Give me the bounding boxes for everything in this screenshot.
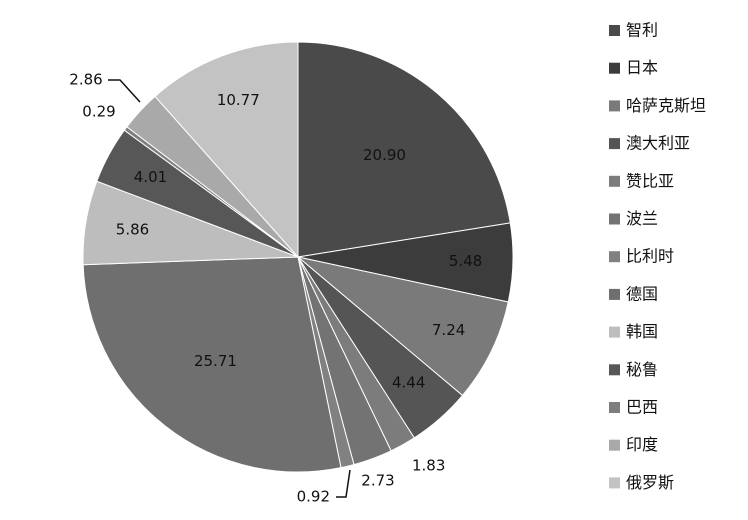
legend-swatch-1 (609, 62, 620, 74)
legend-swatch-8 (609, 326, 620, 338)
data-label-11: 2.86 (69, 71, 102, 89)
leader-line-6 (336, 469, 351, 498)
data-label-6: 0.92 (297, 488, 330, 506)
legend-swatch-12 (609, 477, 620, 489)
legend-label-8: 韩国 (626, 322, 658, 341)
legend-swatch-10 (609, 402, 620, 413)
legend-label-7: 德国 (626, 284, 658, 303)
data-label-8: 5.86 (116, 220, 149, 238)
data-label-2: 7.24 (432, 321, 465, 339)
leader-line-11 (108, 79, 141, 103)
legend-label-10: 巴西 (626, 398, 658, 417)
data-label-5: 2.73 (361, 472, 394, 490)
leader-lines (108, 79, 351, 498)
legend-label-2: 哈萨克斯坦 (626, 96, 706, 115)
legend-label-4: 赞比亚 (626, 171, 674, 190)
data-label-12: 10.77 (217, 91, 260, 109)
data-label-1: 5.48 (449, 252, 482, 270)
legend-label-1: 日本 (626, 58, 658, 77)
legend-label-11: 印度 (626, 435, 658, 454)
data-label-10: 0.29 (82, 103, 115, 121)
data-label-7: 25.71 (194, 352, 237, 370)
legend-swatch-5 (609, 213, 620, 225)
pie-slice-2 (297, 256, 509, 397)
pie-slice-7 (82, 256, 342, 473)
legend-swatch-3 (609, 138, 620, 150)
legend-swatch-6 (609, 251, 620, 263)
legend-label-5: 波兰 (626, 209, 658, 228)
legend-swatch-4 (609, 175, 620, 187)
legend-swatch-11 (609, 439, 620, 451)
data-label-9: 4.01 (134, 168, 167, 186)
pie-slices (82, 41, 514, 473)
legend-swatch-0 (609, 25, 620, 36)
legend-label-0: 智利 (626, 21, 658, 40)
pie-slice-0 (297, 41, 511, 258)
data-label-4: 1.83 (412, 457, 445, 475)
legend-label-3: 澳大利亚 (626, 134, 690, 153)
legend-swatch-9 (609, 364, 620, 376)
legend-swatch-7 (609, 288, 620, 300)
pie-slice-12 (154, 41, 299, 259)
legend-label-9: 秘鲁 (626, 360, 658, 379)
data-labels: 20.90 5.48 7.24 4.44 1.83 2.73 0.92 25.71 5.86 4.… (69, 71, 482, 506)
legend-label-12: 俄罗斯 (626, 473, 674, 492)
data-label-3: 4.44 (392, 373, 425, 391)
legend-label-6: 比利时 (626, 247, 674, 266)
data-label-0: 20.90 (363, 146, 406, 164)
legend-swatch-2 (609, 100, 620, 112)
